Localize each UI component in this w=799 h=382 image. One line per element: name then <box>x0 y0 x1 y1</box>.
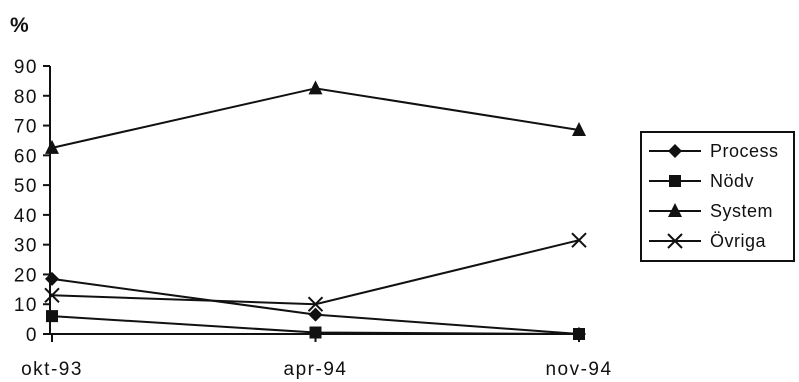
series-line <box>51 239 580 306</box>
data-point-x-stroke <box>307 296 324 312</box>
y-axis: 0 10 20 30 40 50 60 70 80 90 <box>14 57 51 346</box>
x-tick-label: okt-93 <box>21 359 83 380</box>
y-tick-label: 40 <box>14 206 38 227</box>
y-tick-label: 70 <box>14 117 38 138</box>
legend-item: Process <box>649 141 779 161</box>
legend-item: System <box>649 201 773 221</box>
y-tick-label: 80 <box>14 87 38 108</box>
y-tick-label: 10 <box>14 295 38 316</box>
data-point-square <box>309 326 322 339</box>
y-tick-label: 60 <box>14 146 38 167</box>
data-point-x-stroke <box>44 287 60 303</box>
data-point-triangle <box>572 122 586 137</box>
legend-box <box>640 131 795 262</box>
legend-marker-x <box>667 233 683 249</box>
y-tick-label: 90 <box>14 57 38 78</box>
data-point-diamond <box>308 307 323 322</box>
x-axis: okt-93 apr-94 nov-94 <box>21 333 612 380</box>
legend-marker-square <box>669 175 681 187</box>
y-tick-label: 30 <box>14 236 38 257</box>
legend-marker-triangle <box>668 203 682 217</box>
data-point-triangle <box>308 80 323 95</box>
series-1 <box>46 310 585 340</box>
legend-item: Övriga <box>649 231 767 251</box>
legend-label: Övriga <box>710 231 767 251</box>
data-point-x-stroke <box>571 232 587 248</box>
legend: Process Nödv System Övriga <box>640 131 795 262</box>
y-tick-label: 20 <box>14 265 38 286</box>
data-point-x <box>307 296 324 312</box>
x-tick-label: apr-94 <box>284 359 348 380</box>
data-point-x <box>571 232 587 248</box>
data-point-square <box>573 328 585 340</box>
x-tick-label: nov-94 <box>545 359 612 380</box>
y-unit-label: % <box>10 14 29 37</box>
y-tick-label: 50 <box>14 176 38 197</box>
legend-item: Nödv <box>649 171 754 191</box>
legend-label: System <box>710 201 773 221</box>
series-3 <box>44 232 587 312</box>
y-tick-label: 0 <box>26 325 38 346</box>
data-point-square <box>46 310 58 323</box>
series-line <box>51 277 580 335</box>
series-layer <box>44 80 587 341</box>
legend-marker-x-stroke <box>667 233 683 249</box>
legend-marker-diamond <box>668 144 682 158</box>
data-point-triangle <box>45 139 59 154</box>
data-point-diamond <box>45 271 59 286</box>
legend-label: Nödv <box>710 171 754 191</box>
data-point-x <box>44 287 60 303</box>
legend-label: Process <box>710 141 779 161</box>
series-line <box>51 87 580 149</box>
series-2 <box>45 80 586 154</box>
